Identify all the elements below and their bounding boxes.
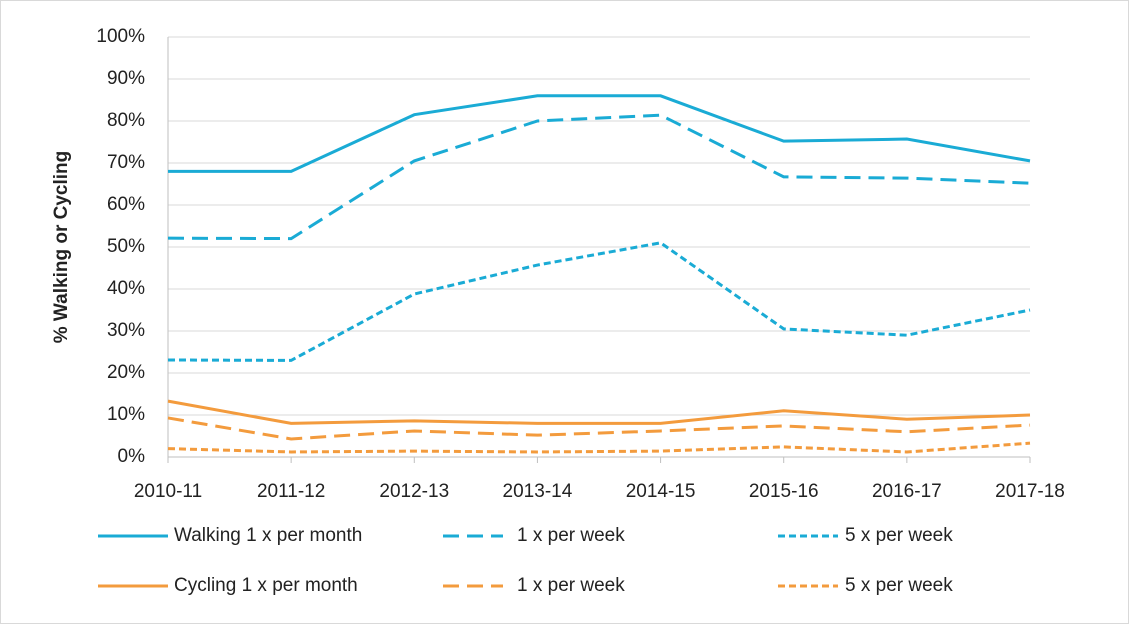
series-line <box>167 416 1031 441</box>
legend-label: Walking 1 x per month <box>174 525 362 546</box>
series-line <box>167 441 1031 454</box>
y-tick-label: 100% <box>96 26 145 47</box>
x-tick-label: 2011-12 <box>257 481 325 502</box>
y-tick-label: 80% <box>107 110 145 131</box>
y-tick-label: 70% <box>107 152 145 173</box>
series-line <box>167 113 1031 241</box>
x-tick-label: 2016-17 <box>872 481 942 502</box>
y-tick-label: 20% <box>107 362 145 383</box>
legend-label: 1 x per week <box>517 525 625 546</box>
y-tick-label: 40% <box>107 278 145 299</box>
y-tick-label: 30% <box>107 320 145 341</box>
y-axis-label: % Walking or Cycling <box>51 151 72 344</box>
legend-label: 5 x per week <box>845 575 953 596</box>
y-tick-label: 90% <box>107 68 145 89</box>
series-line <box>167 241 1031 362</box>
x-tick-label: 2014-15 <box>626 481 696 502</box>
y-tick-label: 60% <box>107 194 145 215</box>
x-tick-label: 2013-14 <box>503 481 573 502</box>
y-tick-label: 0% <box>118 446 146 467</box>
legend-label: Cycling 1 x per month <box>174 575 358 596</box>
x-tick-label: 2017-18 <box>995 481 1065 502</box>
x-tick-label: 2010-11 <box>134 481 202 502</box>
x-tick-label: 2015-16 <box>749 481 819 502</box>
x-tick-label: 2012-13 <box>379 481 449 502</box>
series-line <box>167 399 1031 425</box>
y-tick-label: 10% <box>107 404 145 425</box>
y-tick-label: 50% <box>107 236 145 257</box>
legend-label: 1 x per week <box>517 575 625 596</box>
legend-label: 5 x per week <box>845 525 953 546</box>
series-line <box>168 94 1031 173</box>
